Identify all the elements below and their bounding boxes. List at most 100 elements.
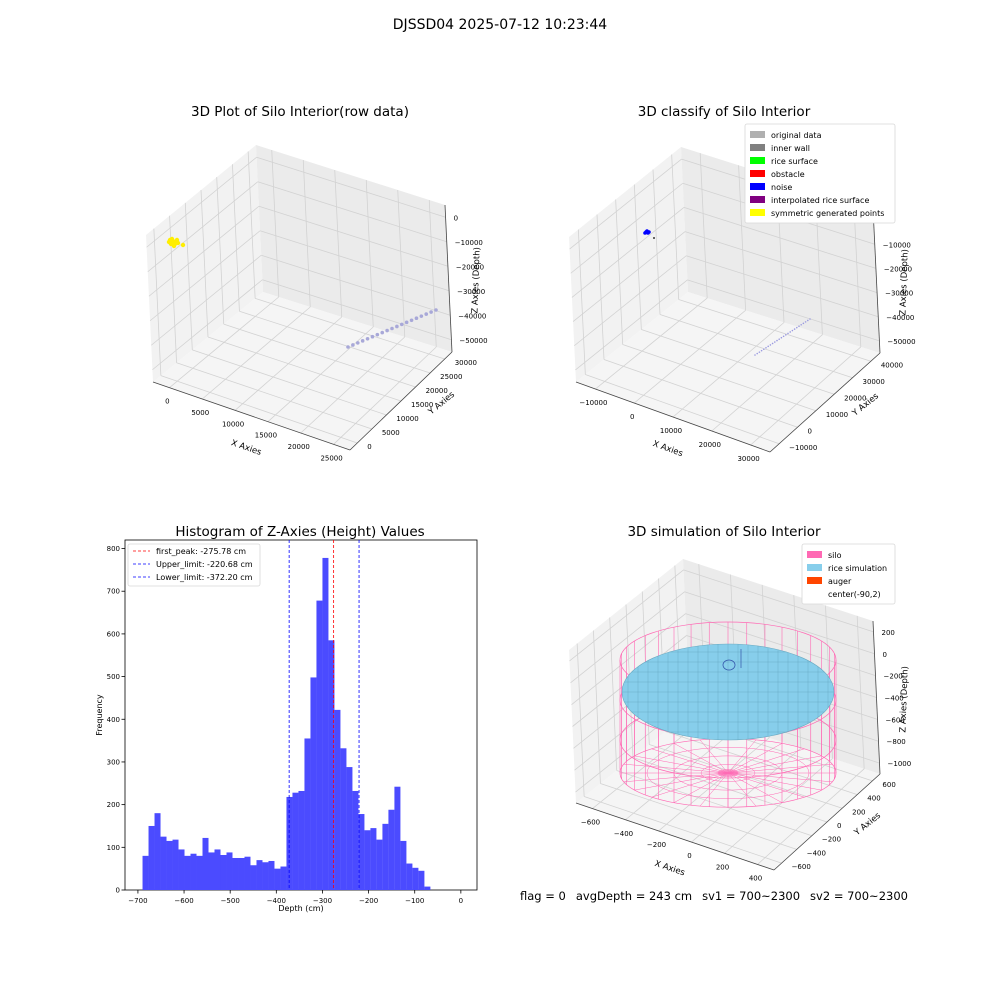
chart-0-point <box>169 236 175 242</box>
chart-1-pane-floor <box>576 292 880 452</box>
chart-2-title: Histogram of Z-Axies (Height) Values <box>175 524 424 540</box>
chart-2-bar <box>196 855 203 890</box>
chart-1-legend-label: rice surface <box>771 157 818 166</box>
chart-0-grid-z-left <box>149 230 261 322</box>
chart-0-title: 3D Plot of Silo Interior(row data) <box>191 104 409 120</box>
chart-3-z-tick-label: −400 <box>885 695 904 703</box>
chart-2-bar <box>388 809 395 890</box>
chart-1-point <box>760 349 763 352</box>
chart-2-bar <box>412 867 419 890</box>
chart-3-x-tick-label: 0 <box>687 852 691 860</box>
chart-0-x-axis-label: X Axies <box>230 438 263 458</box>
chart-3-silo-center <box>718 769 738 777</box>
chart-3-z-tick-label: 0 <box>883 651 887 659</box>
chart-0-grid-x-back <box>397 189 406 338</box>
chart-1-y-tick-label: 10000 <box>826 411 848 419</box>
chart-3-grid-y <box>616 770 812 837</box>
chart-1-point <box>789 331 791 333</box>
chart-0-y-axis-line <box>349 351 453 451</box>
chart-0-grid-y <box>239 310 431 374</box>
chart-3-y-tick-label: 200 <box>852 808 865 816</box>
chart-3-grid-y <box>632 757 828 823</box>
chart-1-grid-x <box>595 297 708 390</box>
chart-1-grid-z-back <box>684 231 878 293</box>
chart-1-grid-z-back <box>686 255 879 318</box>
chart-1-point <box>754 354 756 356</box>
chart-2-bar <box>292 792 299 890</box>
chart-0-y-tick-label: 10000 <box>396 415 418 423</box>
chart-2-legend-label: Upper_limit: -220.68 cm <box>156 560 253 569</box>
chart-1-grid-y-left <box>671 154 680 300</box>
chart-2-bar <box>220 855 227 890</box>
chart-0-grid-z-back <box>256 156 446 218</box>
chart-1-x-tick-label: 10000 <box>660 427 682 435</box>
chart-0-point <box>414 316 419 321</box>
chart-2-bar <box>208 852 215 890</box>
chart-3-y-tick-label: −600 <box>792 863 811 871</box>
chart-0-point <box>399 322 404 327</box>
chart-3-x-tick-label: 200 <box>716 863 729 871</box>
chart-1-point-noise <box>647 230 651 234</box>
chart-1-y-tick-label: 0 <box>808 427 812 435</box>
chart-1-grid-z-left <box>571 207 685 298</box>
chart-0-grid-x-back <box>334 169 343 318</box>
chart-0-grid-x-back <box>271 149 280 298</box>
chart-3-auger <box>722 659 736 671</box>
avg-depth-text: avgDepth = 243 cm <box>575 889 693 903</box>
chart-1-x-axis-label: X Axies <box>651 439 684 459</box>
chart-2-x-axis-label: Depth (cm) <box>278 904 323 913</box>
chart-2-x-tick-label: −100 <box>405 897 424 905</box>
chart-1-grid-z-left <box>570 182 684 274</box>
chart-2-bar <box>268 860 275 890</box>
chart-1-z-tick-label: −50000 <box>887 338 915 346</box>
chart-0-point <box>355 341 360 345</box>
chart-1-point-noise <box>643 231 647 235</box>
chart-0-x-tick-label: 0 <box>165 398 169 406</box>
chart-1-point <box>793 328 796 330</box>
chart-2-bar <box>328 640 335 890</box>
chart-3-z-tick-label: −800 <box>887 738 906 746</box>
chart-2-bar <box>406 863 413 890</box>
chart-1-pane-left <box>569 147 688 382</box>
chart-2-y-axis-label: Frequency <box>95 694 104 736</box>
chart-1-legend-box <box>744 123 896 224</box>
chart-2-bar <box>232 857 239 890</box>
chart-0-grid-y <box>192 349 387 416</box>
chart-2-bar <box>394 786 401 890</box>
chart-3-legend-box <box>801 543 896 605</box>
chart-0-x-tick-label: 20000 <box>288 443 310 451</box>
chart-1-point <box>785 334 787 336</box>
chart-3-y-tick-label: −400 <box>807 849 826 857</box>
chart-2-bar <box>310 677 317 890</box>
chart-0-x-axis-line <box>152 381 351 451</box>
chart-0-z-tick-label: −20000 <box>456 263 484 271</box>
chart-0-point <box>434 308 438 312</box>
chart-1-z-tick-label: −20000 <box>884 265 912 273</box>
chart-1-legend-label: inner wall <box>771 144 810 153</box>
chart-2-bar <box>280 866 287 890</box>
chart-1-grid-y <box>678 299 871 362</box>
chart-1-point <box>782 335 785 338</box>
chart-0-grid-z-left <box>147 181 259 273</box>
chart-3-legend-label: rice simulation <box>828 564 887 573</box>
chart-3-y-tick-label: −200 <box>822 836 841 844</box>
chart-2-legend-label: first_peak: -275.78 cm <box>156 547 246 556</box>
chart-1-grid-y-left <box>577 229 586 375</box>
chart-3-y-axis-line <box>773 773 881 871</box>
chart-3-z-axis-line <box>872 620 881 775</box>
chart-1-point <box>774 341 776 343</box>
chart-0-point <box>409 318 414 323</box>
chart-1-points <box>643 229 811 356</box>
chart-3-z-tick-label: 200 <box>882 629 895 637</box>
chart-1-y-tick-label: 20000 <box>844 394 866 402</box>
chart-0-grid-y <box>176 362 372 430</box>
chart-0-grid-z-back <box>258 205 449 267</box>
chart-0-point <box>360 339 365 343</box>
chart-1-grid-x <box>750 346 862 446</box>
chart-2-bar <box>226 852 233 890</box>
chart-0-y-tick-label: 20000 <box>426 387 448 395</box>
chart-2-bar <box>286 796 293 890</box>
chart-3-grid-z-back <box>685 613 876 677</box>
chart-2-legend: first_peak: -275.78 cm Upper_limit: -220.… <box>127 543 261 587</box>
